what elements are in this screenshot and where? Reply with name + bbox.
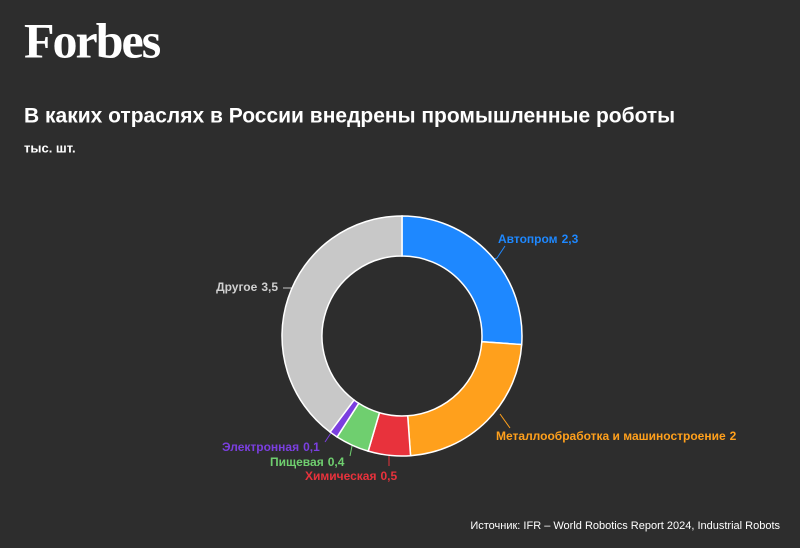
value-label: 0,5 (380, 469, 397, 483)
leader-line (324, 432, 332, 443)
category-label: Другое (216, 280, 258, 294)
value-label: 2 (730, 429, 737, 443)
segment-label: Автопром 2,3 (498, 232, 579, 246)
category-label: Химическая (305, 469, 376, 483)
category-label: Металлообработка и машиностроение (496, 429, 726, 443)
category-label: Автопром (498, 232, 558, 246)
value-label: 0,1 (303, 440, 320, 454)
value-label: 3,5 (261, 280, 278, 294)
donut-segment (281, 215, 403, 434)
segment-label: Металлообработка и машиностроение 2 (496, 429, 737, 443)
value-label: 0,4 (328, 455, 345, 469)
segment-label: Пищевая 0,4 (270, 455, 345, 469)
source: Источник: IFR – World Robotics Report 20… (470, 520, 780, 532)
chart-subtitle: тыс. шт. (24, 140, 76, 155)
category-label: Пищевая (270, 455, 324, 469)
leader-line (499, 413, 511, 429)
leader-line (349, 445, 353, 457)
chart-title: В каких отраслях в России внедрены промы… (24, 105, 675, 128)
value-label: 2,3 (562, 232, 579, 246)
segment-label: Электронная 0,1 (222, 440, 320, 454)
segment-label: Химическая 0,5 (305, 469, 397, 483)
segment-label: Другое 3,5 (216, 280, 278, 294)
category-label: Электронная (222, 440, 299, 454)
logo: Forbes (24, 12, 161, 68)
